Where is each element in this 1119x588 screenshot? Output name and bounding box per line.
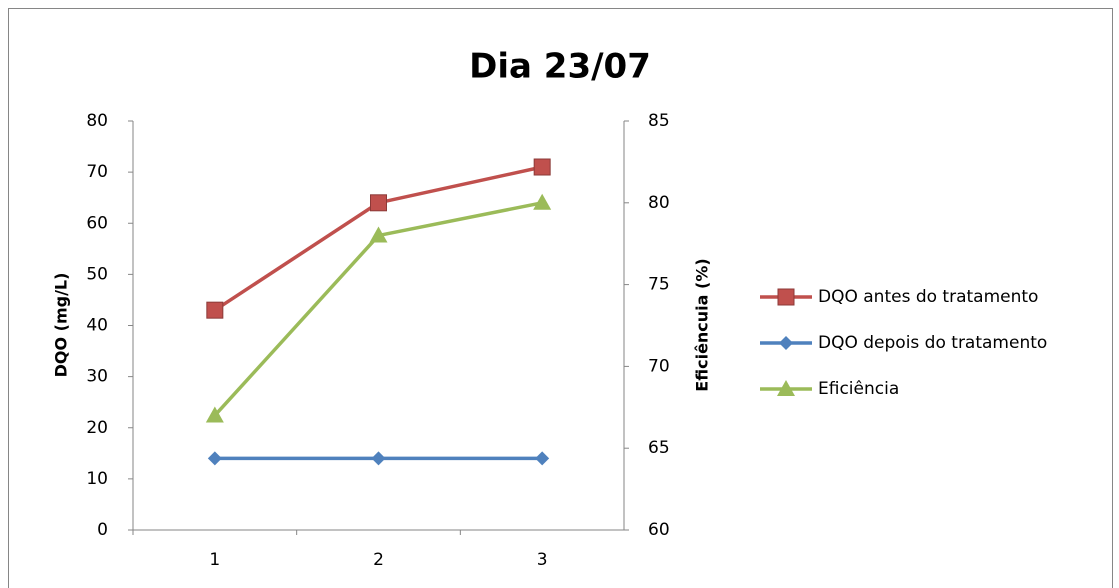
- y2-tick-label: 85: [648, 111, 670, 131]
- marker: [369, 226, 388, 243]
- marker: [533, 158, 551, 176]
- y2-tick-label: 70: [648, 356, 670, 376]
- marker: [779, 336, 793, 350]
- legend-label: DQO antes do tratamento: [818, 287, 1038, 307]
- marker: [533, 193, 552, 210]
- y-tick-label: 20: [86, 418, 108, 438]
- y-tick-label: 0: [97, 520, 108, 540]
- marker: [207, 451, 222, 466]
- marker: [371, 451, 386, 466]
- chart-title: Dia 23/07: [469, 47, 651, 87]
- y2-tick-label: 80: [648, 193, 670, 213]
- y-tick-label: 10: [86, 469, 108, 489]
- marker: [205, 406, 224, 423]
- marker: [206, 301, 224, 319]
- y2-axis-title: Eficiêncuia (%): [693, 258, 712, 391]
- y-axis-title: DQO (mg/L): [52, 273, 71, 378]
- x-tick-label: 1: [209, 550, 220, 570]
- marker: [535, 451, 550, 466]
- legend-label: DQO depois do tratamento: [818, 333, 1047, 353]
- y-tick-label: 70: [86, 162, 108, 182]
- y2-tick-label: 75: [648, 275, 670, 295]
- y2-tick-label: 65: [648, 438, 670, 458]
- marker: [370, 194, 387, 212]
- marker: [777, 380, 795, 396]
- y-tick-label: 50: [86, 264, 108, 284]
- marker: [777, 288, 795, 306]
- x-tick-label: 2: [373, 550, 384, 570]
- y-tick-label: 60: [86, 213, 108, 233]
- y-tick-label: 30: [86, 367, 108, 387]
- y2-tick-label: 60: [648, 520, 670, 540]
- y-tick-label: 80: [86, 111, 108, 131]
- legend-label: Eficiência: [818, 379, 899, 399]
- x-tick-label: 3: [537, 550, 548, 570]
- chart-border: [8, 8, 1113, 588]
- y-tick-label: 40: [86, 316, 108, 336]
